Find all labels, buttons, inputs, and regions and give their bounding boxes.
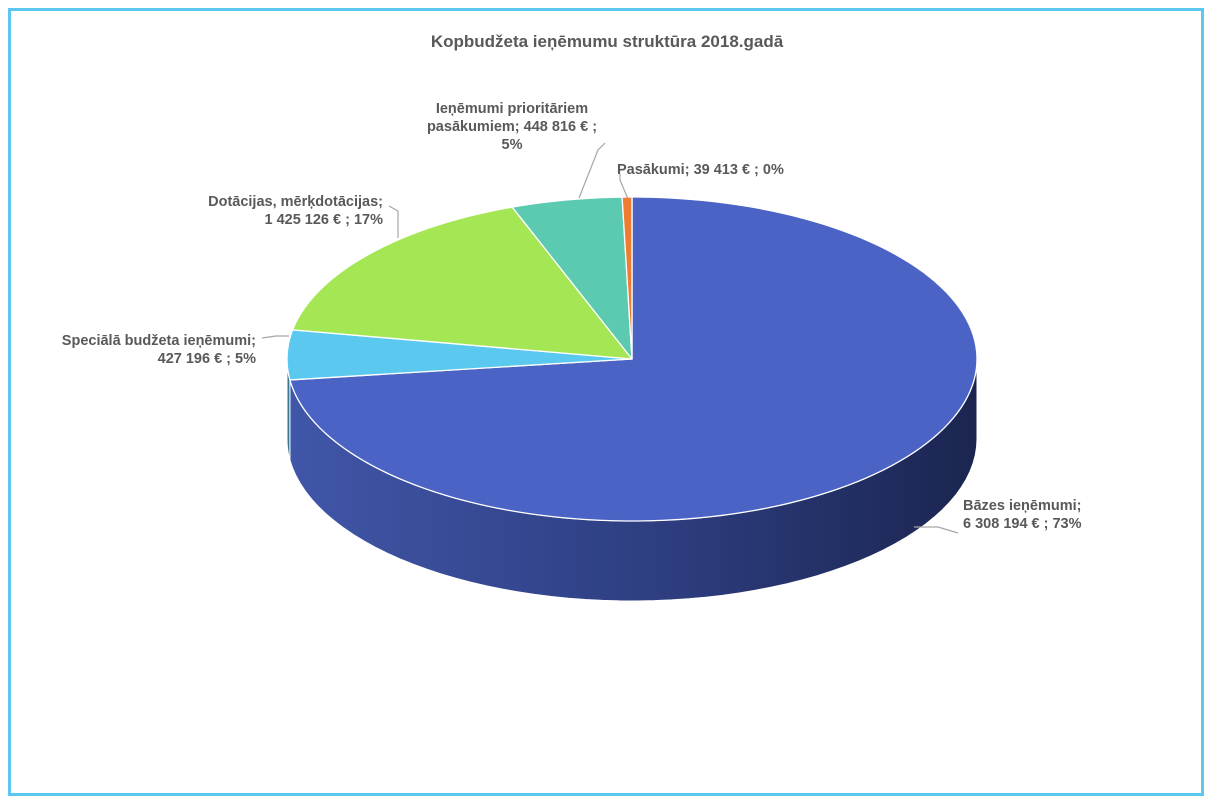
leader-line-4	[619, 174, 629, 200]
data-label-3-line-2: 5%	[502, 137, 523, 153]
data-label-3-line-1: pasākumiem; 448 816 € ;	[427, 119, 597, 135]
pie-slice-2	[291, 206, 633, 360]
data-label-1-line-0: Speciālā budžeta ieņēmumi;	[62, 333, 256, 349]
data-label-0-line-0: Bāzes ieņēmumi;	[963, 498, 1081, 514]
data-label-1: Speciālā budžeta ieņēmumi; 427 196 € ; 5%	[62, 333, 256, 367]
data-label-0-line-1: 6 308 194 € ; 73%	[963, 516, 1082, 532]
data-label-2-line-0: Dotācijas, mērķdotācijas;	[208, 194, 383, 210]
data-label-1-line-1: 427 196 € ; 5%	[158, 351, 256, 367]
data-label-0: Bāzes ieņēmumi; 6 308 194 € ; 73%	[963, 498, 1082, 532]
leader-line-0	[914, 526, 959, 534]
pie-slice-0	[289, 196, 978, 522]
data-label-3-line-0: Ieņēmumi prioritāriem	[436, 101, 588, 117]
data-label-4: Pasākumi; 39 413 € ; 0%	[617, 162, 784, 178]
leader-line-3	[578, 142, 606, 199]
pie-slice-3	[511, 196, 633, 360]
pie-leaders	[261, 142, 959, 534]
data-label-3: Ieņēmumi prioritāriem pasākumiem; 448 816…	[427, 101, 597, 153]
leader-line-1	[261, 335, 289, 339]
pie-labels: Bāzes ieņēmumi; 6 308 194 € ; 73% Speciālā…	[62, 101, 1082, 532]
data-label-2: Dotācijas, mērķdotācijas; 1 425 126 € ; 1…	[208, 194, 383, 228]
data-label-2-line-1: 1 425 126 € ; 17%	[264, 212, 383, 228]
pie-slice-1	[286, 329, 633, 381]
pie-top	[286, 196, 978, 522]
data-label-4-line-0: Pasākumi; 39 413 € ; 0%	[617, 162, 784, 178]
leader-line-2	[388, 205, 399, 238]
chart-title: Kopbudžeta ieņēmumu struktūra 2018.gadā	[430, 32, 784, 51]
